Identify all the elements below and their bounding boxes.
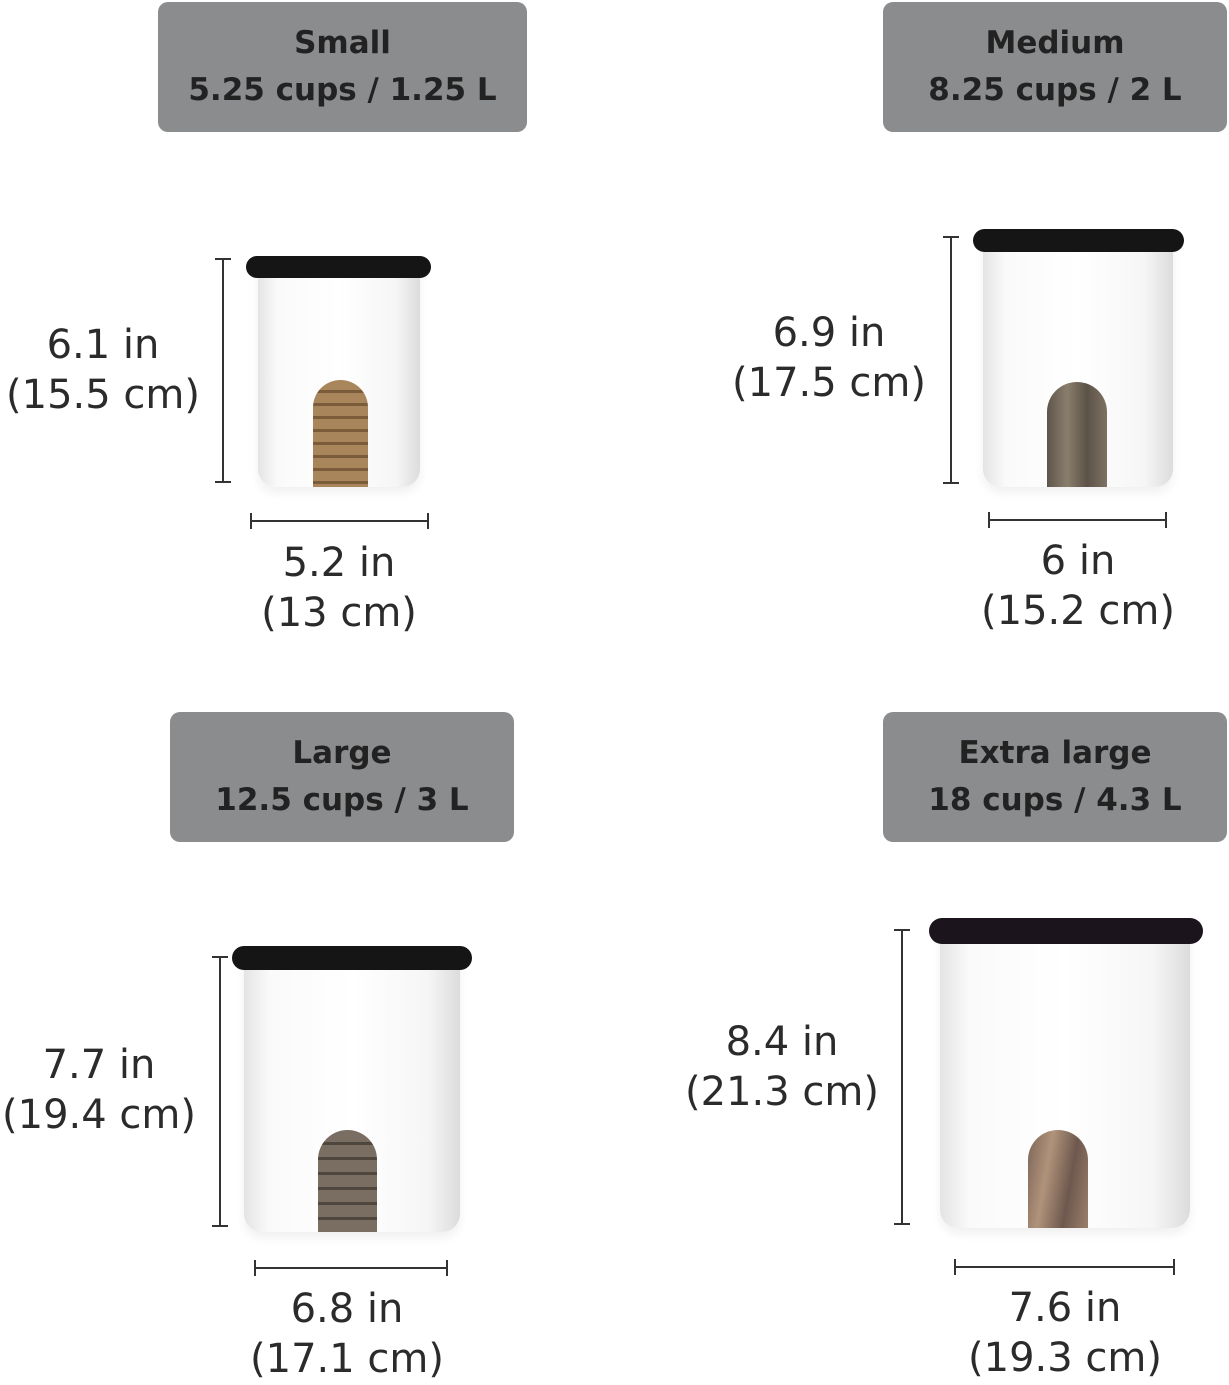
size-name: Extra large <box>958 735 1152 771</box>
width-cm: (19.3 cm) <box>968 1335 1162 1381</box>
width-bar-medium <box>988 512 1167 528</box>
lid-medium <box>973 229 1184 252</box>
height-cm: (17.5 cm) <box>732 360 926 406</box>
size-capacity: 8.25 cups / 2 L <box>928 72 1182 108</box>
height-dim-medium: 6.9 in (17.5 cm) <box>679 308 979 408</box>
width-in: 5.2 in <box>282 540 396 586</box>
size-label-extra-large: Extra large 18 cups / 4.3 L <box>883 712 1227 842</box>
height-bar-large <box>212 956 228 1227</box>
width-dim-medium: 6 in (15.2 cm) <box>928 536 1228 636</box>
size-name: Small <box>294 25 391 61</box>
size-name: Large <box>292 735 392 771</box>
size-name: Medium <box>985 25 1125 61</box>
width-bar-large <box>254 1260 448 1276</box>
size-label-medium: Medium 8.25 cups / 2 L <box>883 2 1227 132</box>
width-dim-small: 5.2 in (13 cm) <box>189 538 489 638</box>
size-capacity: 5.25 cups / 1.25 L <box>188 72 497 108</box>
lid-large <box>232 946 472 970</box>
width-cm: (15.2 cm) <box>981 588 1175 634</box>
height-bar-medium <box>943 236 959 484</box>
window-large <box>318 1130 377 1232</box>
height-in: 6.1 in <box>46 322 160 368</box>
window-extra-large <box>1028 1130 1088 1228</box>
size-label-small: Small 5.25 cups / 1.25 L <box>158 2 527 132</box>
window-medium <box>1047 382 1107 487</box>
height-bar-small <box>215 258 231 483</box>
width-dim-large: 6.8 in (17.1 cm) <box>197 1284 497 1384</box>
lid-extra-large <box>929 918 1203 944</box>
width-cm: (17.1 cm) <box>250 1336 444 1382</box>
height-dim-small: 6.1 in (15.5 cm) <box>0 320 253 420</box>
width-in: 6.8 in <box>290 1286 404 1332</box>
width-bar-extra-large <box>954 1259 1175 1275</box>
height-cm: (19.4 cm) <box>2 1092 196 1138</box>
height-cm: (15.5 cm) <box>6 372 200 418</box>
height-in: 7.7 in <box>42 1042 156 1088</box>
size-label-large: Large 12.5 cups / 3 L <box>170 712 514 842</box>
height-in: 6.9 in <box>772 310 886 356</box>
height-cm: (21.3 cm) <box>685 1069 879 1115</box>
width-dim-extra-large: 7.6 in (19.3 cm) <box>915 1283 1215 1383</box>
height-in: 8.4 in <box>725 1019 839 1065</box>
height-dim-large: 7.7 in (19.4 cm) <box>0 1040 249 1140</box>
window-small <box>313 380 368 487</box>
lid-small <box>246 256 431 278</box>
width-in: 6 in <box>1040 538 1116 584</box>
size-capacity: 12.5 cups / 3 L <box>215 782 469 818</box>
height-bar-extra-large <box>894 929 910 1225</box>
size-capacity: 18 cups / 4.3 L <box>928 782 1182 818</box>
height-dim-extra-large: 8.4 in (21.3 cm) <box>632 1017 932 1117</box>
width-in: 7.6 in <box>1008 1285 1122 1331</box>
width-cm: (13 cm) <box>261 590 417 636</box>
width-bar-small <box>250 513 429 529</box>
